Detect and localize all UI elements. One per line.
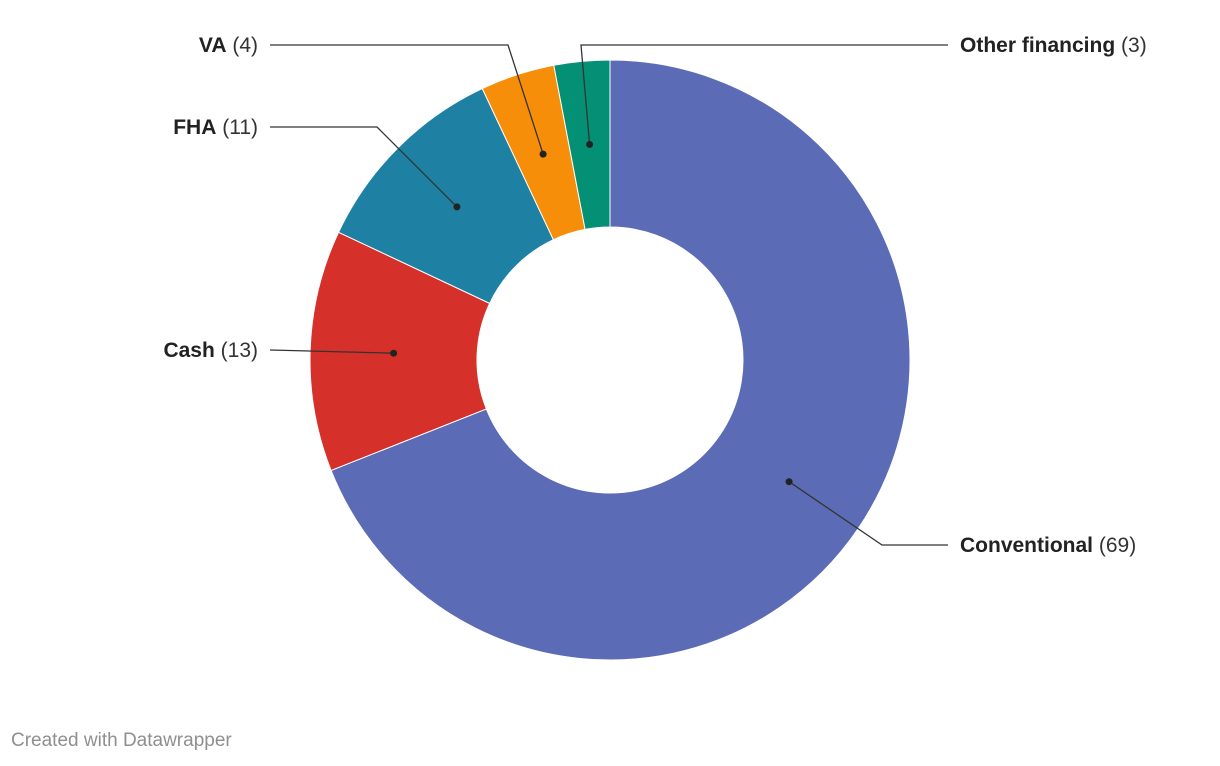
leader-dot-va: [539, 150, 547, 158]
label-value-va: (4): [227, 34, 259, 57]
slice-cash: [309, 231, 491, 472]
leader-dot-conventional: [785, 478, 793, 486]
leader-lines: [269, 44, 948, 546]
label-name-cash: Cash: [163, 339, 214, 362]
label-name-conventional: Conventional: [960, 534, 1093, 557]
slice-conventional: [330, 59, 911, 661]
label-conventional: Conventional (69): [960, 534, 1136, 557]
slice-labels: Conventional (69) Cash (13) FHA (11) VA (4)…: [163, 34, 1146, 557]
label-other-financing: Other financing (3): [960, 34, 1147, 57]
label-name-fha: FHA: [173, 116, 216, 139]
leader-line-va: [270, 44, 544, 155]
leader-line-cash: [269, 349, 394, 354]
label-value-conventional: (69): [1093, 534, 1136, 557]
leader-line-conventional: [788, 481, 948, 546]
leader-line-other-financing: [580, 44, 948, 145]
label-value-fha: (11): [216, 116, 258, 139]
label-name-other-financing: Other financing: [960, 34, 1115, 57]
leader-dot-other-financing: [586, 140, 594, 148]
label-name-va: VA: [199, 34, 227, 57]
label-fha: FHA (11): [173, 116, 258, 139]
label-value-other-financing: (3): [1115, 34, 1147, 57]
slices: [309, 59, 911, 661]
label-va: VA (4): [199, 34, 258, 57]
label-cash: Cash (13): [163, 339, 258, 362]
credit-footer: Created with Datawrapper: [11, 730, 232, 751]
slice-other-financing: [553, 59, 611, 230]
leader-line-fha: [270, 126, 458, 208]
leader-dot-fha: [453, 203, 461, 211]
leader-dot-cash: [390, 349, 398, 357]
label-value-cash: (13): [215, 339, 258, 362]
